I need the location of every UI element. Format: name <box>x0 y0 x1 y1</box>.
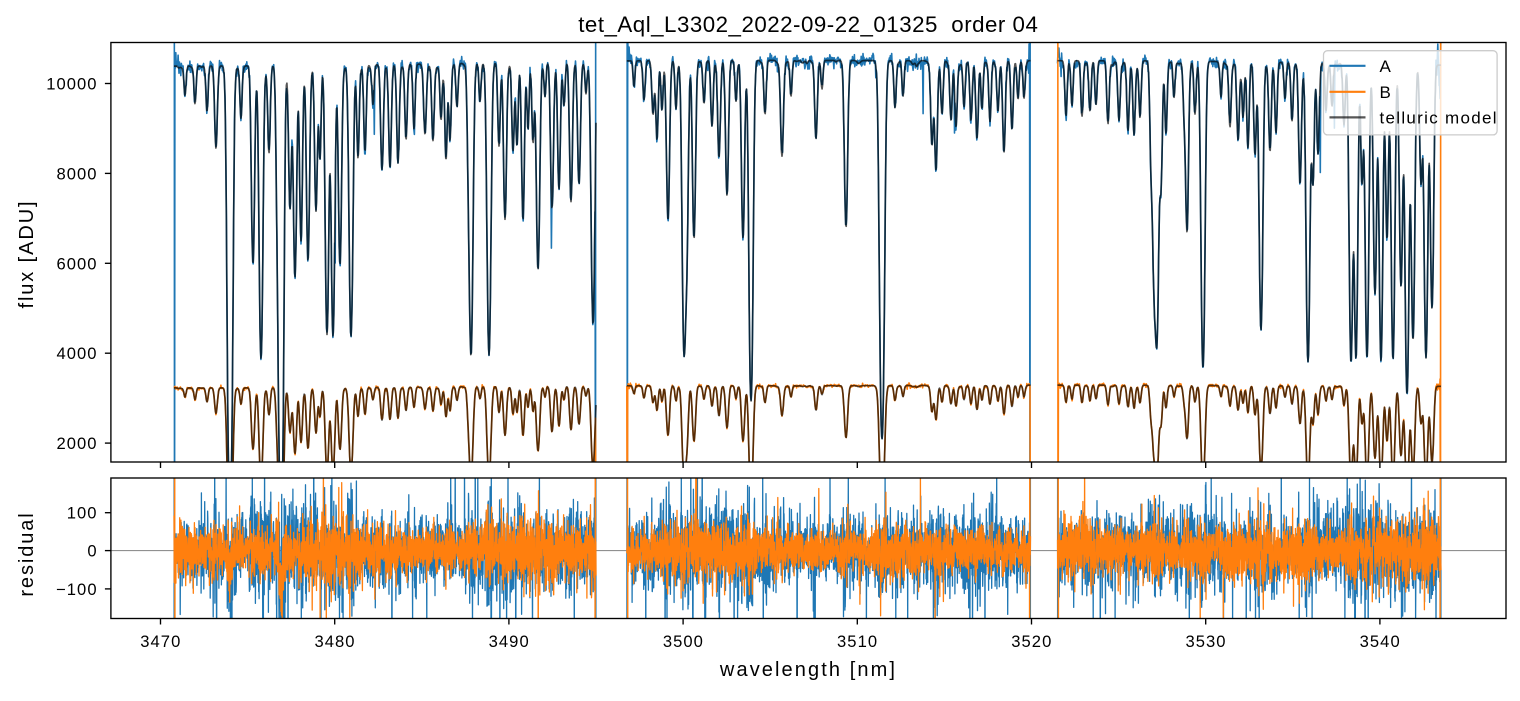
svg-text:100: 100 <box>67 504 98 523</box>
svg-text:3540: 3540 <box>1360 632 1401 651</box>
svg-text:3500: 3500 <box>663 632 704 651</box>
svg-text:3490: 3490 <box>489 632 530 651</box>
svg-text:10000: 10000 <box>46 75 97 94</box>
svg-text:4000: 4000 <box>56 344 97 363</box>
svg-text:3480: 3480 <box>314 632 355 651</box>
svg-text:3470: 3470 <box>140 632 181 651</box>
svg-text:0: 0 <box>87 542 97 561</box>
svg-text:tet_Aql_L3302_2022-09-22_01325: tet_Aql_L3302_2022-09-22_01325 order 04 <box>578 12 1038 37</box>
svg-text:flux [ADU]: flux [ADU] <box>16 199 38 308</box>
svg-text:residual: residual <box>16 511 38 596</box>
svg-text:−100: −100 <box>56 580 98 599</box>
svg-text:3510: 3510 <box>837 632 878 651</box>
svg-text:2000: 2000 <box>56 434 97 453</box>
svg-text:B: B <box>1380 83 1393 102</box>
svg-text:3530: 3530 <box>1185 632 1226 651</box>
svg-text:telluric model: telluric model <box>1380 108 1498 127</box>
svg-text:3520: 3520 <box>1011 632 1052 651</box>
svg-text:wavelength [nm]: wavelength [nm] <box>719 659 897 681</box>
svg-text:A: A <box>1380 57 1393 76</box>
svg-text:6000: 6000 <box>56 254 97 273</box>
svg-text:8000: 8000 <box>56 164 97 183</box>
